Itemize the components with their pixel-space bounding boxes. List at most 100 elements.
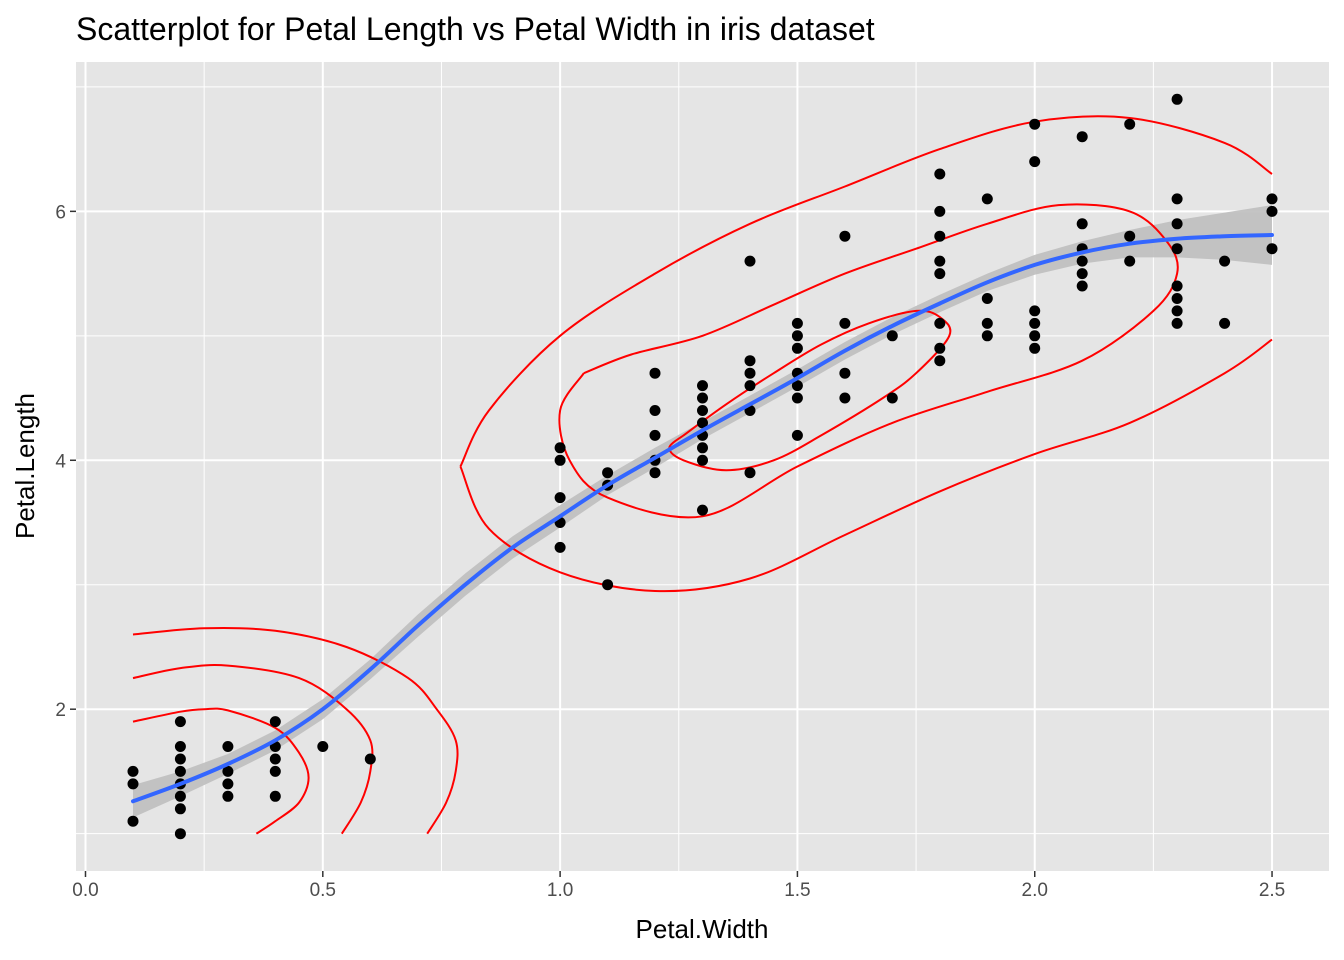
- minor-gridlines: [76, 62, 1329, 871]
- data-point-49: [791, 317, 803, 329]
- data-point-4: [174, 741, 186, 752]
- data-point-80: [1076, 131, 1088, 143]
- data-point-24: [554, 492, 566, 504]
- data-point-1: [127, 778, 139, 790]
- data-point-59: [839, 392, 851, 404]
- data-point-77: [1029, 317, 1041, 329]
- data-point-85: [1076, 280, 1088, 292]
- data-point-98: [1219, 317, 1231, 329]
- data-point-26: [554, 541, 566, 553]
- data-point-15: [269, 716, 281, 728]
- data-point-31: [649, 405, 661, 416]
- data-point-35: [697, 380, 708, 392]
- data-point-93: [1171, 280, 1183, 292]
- data-point-79: [1029, 342, 1041, 354]
- data-point-65: [934, 255, 946, 267]
- data-point-92: [1171, 243, 1183, 255]
- data-point-36: [697, 392, 708, 404]
- x-tick-label-0: 0.0: [72, 880, 98, 901]
- contour-middle: [558, 203, 1179, 519]
- contour-outer-lower: [459, 338, 1273, 593]
- contour-outer-upper: [459, 115, 1273, 467]
- data-point-50: [791, 330, 803, 342]
- y-tick-label-2: 6: [55, 202, 66, 223]
- data-point-10: [174, 828, 186, 840]
- data-point-87: [1124, 230, 1136, 242]
- x-axis: 0.0 0.5 1.0 1.5 2.0 2.5: [72, 871, 1285, 901]
- data-point-9: [174, 803, 186, 815]
- data-point-43: [744, 255, 756, 267]
- data-point-17: [269, 753, 281, 765]
- y-axis-title: Petal.Length: [10, 393, 40, 539]
- data-point-91: [1171, 218, 1183, 230]
- data-point-57: [839, 317, 851, 329]
- data-point-27: [602, 467, 614, 479]
- scatter-points: [127, 93, 1278, 840]
- data-point-44: [744, 355, 756, 367]
- data-point-96: [1171, 317, 1183, 329]
- data-point-20: [317, 741, 329, 752]
- loess-fit-line: [131, 233, 1274, 804]
- data-point-83: [1076, 255, 1088, 267]
- data-point-69: [934, 355, 946, 367]
- data-point-13: [222, 778, 234, 790]
- data-point-8: [174, 790, 186, 802]
- data-point-23: [554, 454, 566, 466]
- data-point-62: [934, 168, 946, 180]
- x-tick-label-3: 1.5: [784, 880, 810, 901]
- data-point-51: [791, 342, 803, 354]
- x-tick-label-1: 0.5: [310, 880, 336, 901]
- data-point-88: [1124, 255, 1136, 267]
- data-point-45: [744, 367, 756, 379]
- data-point-100: [1266, 205, 1278, 217]
- data-point-2: [127, 815, 139, 827]
- data-point-55: [791, 429, 803, 441]
- data-point-63: [934, 205, 946, 217]
- data-point-70: [981, 193, 993, 205]
- data-point-78: [1029, 330, 1041, 342]
- data-point-18: [269, 765, 281, 777]
- data-point-89: [1171, 93, 1183, 105]
- x-tick-label-2: 1.0: [547, 880, 573, 901]
- data-point-40: [697, 442, 708, 454]
- data-point-0: [127, 765, 139, 777]
- contour-low-inner: [132, 707, 310, 835]
- data-point-32: [649, 429, 661, 441]
- data-point-73: [981, 330, 993, 342]
- density-contours: [132, 115, 1273, 835]
- data-point-54: [791, 392, 803, 404]
- contour-low-outer: [132, 626, 459, 835]
- data-point-90: [1171, 193, 1183, 205]
- data-point-68: [934, 342, 946, 354]
- data-point-61: [886, 392, 898, 404]
- data-point-5: [174, 753, 186, 765]
- data-point-11: [222, 741, 234, 752]
- major-gridlines: [76, 62, 1329, 871]
- data-point-75: [1029, 156, 1041, 168]
- data-point-86: [1124, 118, 1136, 130]
- data-point-71: [981, 293, 993, 304]
- y-axis: 2 4 6: [55, 202, 76, 721]
- data-point-6: [174, 765, 186, 777]
- data-point-72: [981, 317, 993, 329]
- data-point-37: [697, 405, 708, 416]
- x-tick-label-4: 2.0: [1022, 880, 1048, 901]
- data-point-101: [1266, 243, 1278, 255]
- data-point-22: [554, 442, 566, 454]
- data-point-21: [364, 753, 376, 765]
- data-point-94: [1171, 293, 1183, 304]
- y-tick-label-1: 4: [55, 451, 66, 472]
- data-point-74: [1029, 118, 1041, 130]
- data-point-3: [174, 716, 186, 728]
- data-point-53: [791, 380, 803, 392]
- data-point-64: [934, 230, 946, 242]
- data-point-99: [1266, 193, 1278, 205]
- data-point-76: [1029, 305, 1041, 317]
- data-point-19: [269, 790, 281, 802]
- data-point-67: [934, 317, 946, 329]
- data-point-41: [697, 454, 708, 466]
- data-point-12: [222, 765, 234, 777]
- data-point-46: [744, 380, 756, 392]
- smooth-line: [131, 233, 1274, 804]
